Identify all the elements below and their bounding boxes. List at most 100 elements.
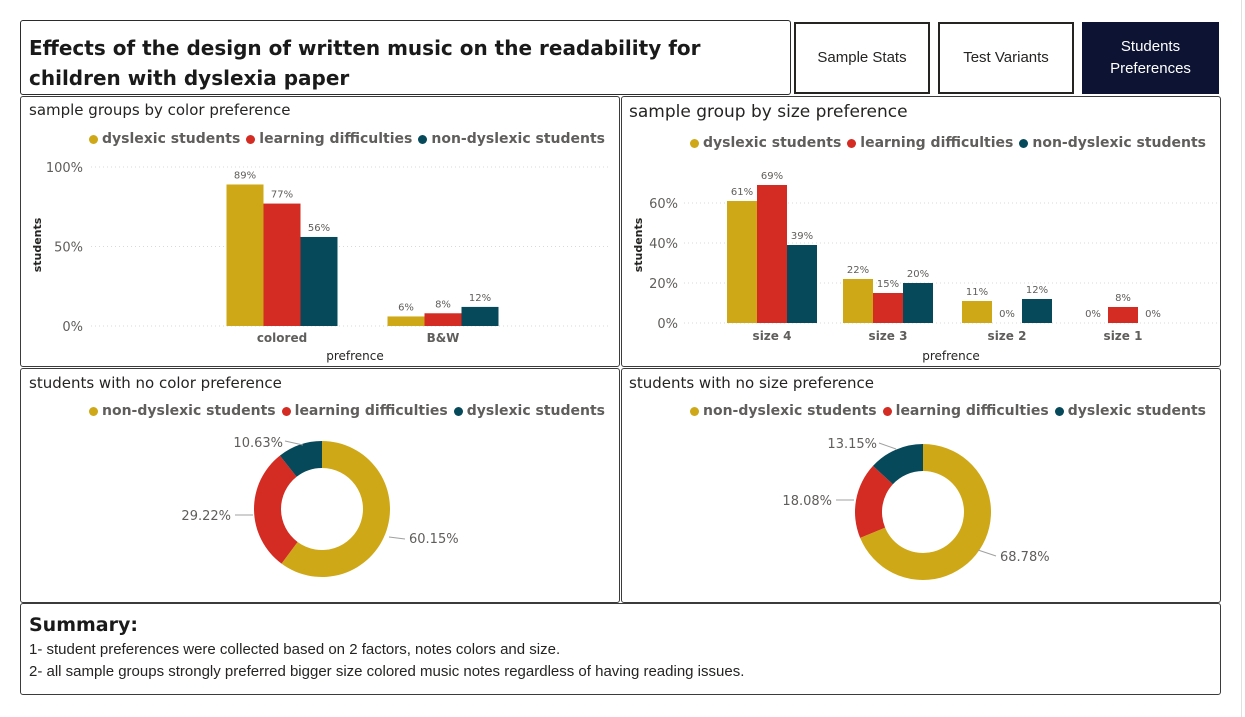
no-size-preference-chart-panel: students with no size preference non-dys…: [621, 368, 1221, 603]
data-label: 12%: [1026, 285, 1048, 296]
data-label: 12%: [469, 293, 491, 304]
legend-dot-dyslexic: [453, 406, 463, 416]
data-label: 89%: [234, 170, 256, 181]
bar: [1108, 307, 1138, 323]
y-axis-label: students: [632, 217, 645, 272]
bar: [263, 203, 301, 326]
legend-item-nondyslexic: non-dyslexic students: [1019, 135, 1206, 151]
legend-label: learning difficulties: [294, 403, 448, 419]
y-tick-label: 0%: [62, 320, 83, 335]
legend-label: non-dyslexic students: [1032, 135, 1207, 151]
sample-stats-button[interactable]: Sample Stats: [794, 22, 930, 94]
y-tick-label: 60%: [649, 197, 678, 212]
data-label: 22%: [847, 265, 869, 276]
leader-line: [977, 549, 997, 557]
color-preference-chart-panel: sample groups by color preference dyslex…: [20, 96, 620, 367]
bar: [226, 184, 264, 326]
test-variants-label: Test Variants: [963, 49, 1049, 66]
bar: [300, 236, 338, 326]
chart-title: students with no size preference: [629, 374, 874, 392]
bar: [461, 306, 499, 326]
summary-line-2: 2- all sample groups strongly preferred …: [29, 663, 745, 680]
data-label: 0%: [1145, 309, 1161, 320]
data-label: 15%: [877, 279, 899, 290]
legend-dot-dyslexic: [89, 134, 98, 144]
legend-item-nondyslexic: non-dyslexic students: [418, 131, 605, 147]
students-preferences-label: Students Preferences: [1110, 38, 1191, 77]
legend-item-nondyslexic: non-dyslexic students: [690, 403, 877, 419]
legend-dot-nondyslexic: [690, 406, 699, 416]
summary-line-1: 1- student preferences were collected ba…: [29, 641, 561, 658]
legend-dot-dyslexic: [690, 138, 699, 148]
leader-line: [284, 440, 304, 446]
data-label: 0%: [999, 309, 1015, 320]
chart-legend: dyslexic students learning difficulties …: [690, 135, 1206, 151]
bar: [903, 283, 933, 323]
x-tick-label: size 2: [988, 329, 1027, 343]
pie-slice: [281, 441, 390, 577]
legend-dot-learning: [281, 406, 291, 416]
data-label: 39%: [791, 231, 813, 242]
legend-label: learning difficulties: [860, 135, 1014, 151]
summary-panel: Summary: 1- student preferences were col…: [20, 603, 1221, 695]
no-color-preference-chart-panel: students with no color preference non-dy…: [20, 368, 620, 603]
legend-label: non-dyslexic students: [703, 403, 877, 419]
x-tick-label: size 4: [753, 329, 792, 343]
data-label: 29.22%: [181, 509, 231, 524]
summary-title: Summary:: [29, 614, 138, 636]
data-label: 56%: [308, 223, 330, 234]
data-label: 13.15%: [827, 437, 877, 452]
legend-dot-nondyslexic: [89, 406, 98, 416]
legend-item-dyslexic: dyslexic students: [1054, 403, 1206, 419]
data-label: 8%: [1115, 293, 1131, 304]
chart-title: students with no color preference: [29, 374, 282, 392]
bar: [1022, 299, 1052, 323]
bar: [727, 201, 757, 323]
data-label: 18.08%: [782, 494, 832, 509]
data-label: 61%: [731, 187, 753, 198]
x-tick-label: B&W: [427, 331, 460, 345]
data-label: 8%: [435, 299, 451, 310]
legend-label: dyslexic students: [466, 403, 606, 419]
chart-title: sample group by size preference: [629, 102, 908, 122]
legend-label: learning difficulties: [259, 131, 413, 147]
pie-slice: [872, 444, 923, 485]
page-title: Effects of the design of written music o…: [29, 36, 701, 90]
chart-legend: non-dyslexic students learning difficult…: [690, 403, 1206, 419]
data-label: 11%: [966, 287, 988, 298]
x-tick-label: size 3: [869, 329, 908, 343]
bar: [387, 316, 425, 326]
legend-dot-learning: [246, 134, 256, 144]
legend-item-dyslexic: dyslexic students: [690, 135, 841, 151]
no-size-preference-donut-chart: 68.78% 18.08% 13.15%: [782, 437, 1050, 580]
data-label: 0%: [1085, 309, 1101, 320]
legend-item-learning: learning difficulties: [847, 135, 1013, 151]
sample-stats-label: Sample Stats: [817, 49, 907, 66]
legend-dot-dyslexic: [1054, 406, 1064, 416]
legend-label: learning difficulties: [895, 403, 1049, 419]
y-axis-label: students: [31, 217, 44, 272]
legend-item-dyslexic: dyslexic students: [453, 403, 606, 419]
chart-legend: non-dyslexic students learning difficult…: [89, 403, 605, 419]
leader-line: [878, 442, 897, 450]
bar: [962, 301, 992, 323]
legend-label: non-dyslexic students: [102, 403, 276, 419]
legend-label: dyslexic students: [703, 135, 842, 151]
page-edge-divider: [1241, 0, 1242, 717]
pie-slice: [279, 441, 322, 477]
header-panel: Effects of the design of written music o…: [20, 20, 791, 95]
y-tick-label: 0%: [657, 317, 678, 332]
students-preferences-button[interactable]: Students Preferences: [1082, 22, 1219, 94]
data-label: 60.15%: [409, 532, 459, 547]
x-tick-label: colored: [257, 331, 307, 345]
data-label: 6%: [398, 302, 414, 313]
chart-title: sample groups by color preference: [29, 101, 291, 119]
legend-item-learning: learning difficulties: [882, 403, 1049, 419]
legend-label: dyslexic students: [102, 131, 241, 147]
test-variants-button[interactable]: Test Variants: [938, 22, 1074, 94]
y-tick-label: 100%: [46, 161, 83, 176]
legend-dot-nondyslexic: [418, 134, 428, 144]
x-axis-label: prefrence: [326, 349, 384, 363]
no-color-preference-donut-chart: 60.15% 29.22% 10.63%: [181, 436, 459, 577]
data-label: 68.78%: [1000, 550, 1050, 565]
